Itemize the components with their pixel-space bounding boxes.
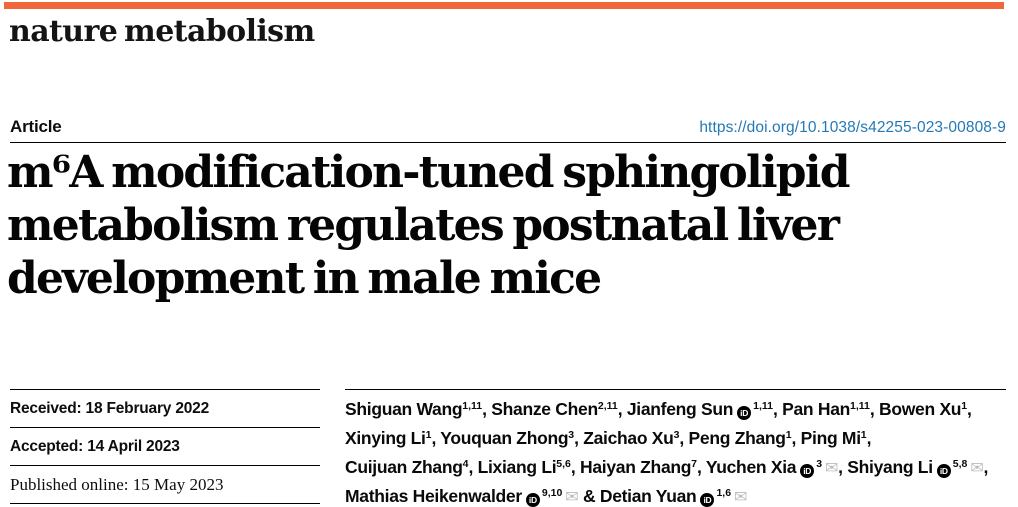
orcid-icon[interactable]: iD xyxy=(525,493,540,507)
header-rule xyxy=(10,142,1006,143)
title-line-1: m⁶A modification-tuned sphingolipid xyxy=(7,147,850,198)
author-name: Shiyang Li xyxy=(847,457,933,477)
affiliation-superscript: 5,8 xyxy=(952,458,968,471)
affiliation-superscript: 1,6 xyxy=(716,487,732,500)
journal-logo: nature metabolism xyxy=(9,14,315,49)
author-name: Bowen Xu xyxy=(879,399,962,419)
author-name: Pan Han xyxy=(782,399,851,419)
author-name: Zaichao Xu xyxy=(583,428,674,448)
affiliation-superscript: 9,10 xyxy=(541,487,563,500)
doi-link[interactable]: https://doi.org/10.1038/s42255-023-00808… xyxy=(699,119,1006,136)
affiliation-superscript: 5,6 xyxy=(556,458,571,471)
orcid-icon[interactable]: iD xyxy=(936,464,951,478)
author-name: Xinying Li xyxy=(345,428,426,448)
affiliation-superscript: 1,11 xyxy=(850,400,870,413)
title-line-3: development in male mice xyxy=(7,253,602,304)
orcid-icon[interactable]: iD xyxy=(800,464,815,478)
affiliation-superscript: 1,11 xyxy=(462,400,483,413)
date-row: Accepted: 14 April 2023 xyxy=(10,427,320,465)
author-name: Shanze Chen xyxy=(491,399,598,419)
author-name: Cuijuan Zhang xyxy=(345,457,463,477)
author-name: Yuchen Xia xyxy=(705,457,797,477)
email-icon[interactable]: ✉ xyxy=(970,460,984,477)
author-name: Mathias Heikenwalder xyxy=(345,486,522,506)
article-header-row: Article https://doi.org/10.1038/s42255-0… xyxy=(10,117,1006,137)
author-name: Ping Mi xyxy=(800,428,861,448)
affiliation-superscript: 1 xyxy=(961,400,968,413)
author-name: Lixiang Li xyxy=(477,457,557,477)
date-row: Received: 18 February 2022 xyxy=(10,389,320,427)
email-icon[interactable]: ✉ xyxy=(565,489,579,506)
meta-section: Received: 18 February 2022 Accepted: 14 A… xyxy=(10,389,1006,507)
article-title: m⁶A modification-tuned sphingolipid meta… xyxy=(7,146,850,305)
affiliation-superscript: 1 xyxy=(425,429,432,442)
title-line-2: metabolism regulates postnatal liver xyxy=(7,200,840,251)
authors-panel: Shiguan Wang1,11, Shanze Chen2,11, Jianf… xyxy=(345,389,1006,507)
author-line: Shiguan Wang1,11, Shanze Chen2,11, Jianf… xyxy=(345,399,972,420)
author-line: Xinying Li1, Youquan Zhong3, Zaichao Xu3… xyxy=(345,428,872,448)
dates-panel: Received: 18 February 2022 Accepted: 14 A… xyxy=(10,389,320,507)
author-name: Haiyan Zhang xyxy=(580,457,692,477)
affiliation-superscript: 1 xyxy=(785,429,792,442)
affiliation-superscript: 4 xyxy=(462,458,469,471)
orcid-icon[interactable]: iD xyxy=(737,406,752,420)
brand-accent-bar xyxy=(4,2,1004,9)
orcid-icon[interactable]: iD xyxy=(700,493,715,507)
author-name: Detian Yuan xyxy=(599,486,697,506)
affiliation-superscript: 1,11 xyxy=(753,400,773,413)
affiliation-superscript: 3 xyxy=(816,458,823,471)
author-line: Mathias Heikenwalder iD9,10 ✉ & Detian Yua… xyxy=(345,486,748,507)
author-name: Youquan Zhong xyxy=(440,428,569,448)
email-icon[interactable]: ✉ xyxy=(825,460,839,477)
affiliation-superscript: 3 xyxy=(673,429,680,442)
affiliation-superscript: 2,11 xyxy=(597,400,618,413)
author-line: Cuijuan Zhang4, Lixiang Li5,6, Haiyan Zh… xyxy=(345,457,989,478)
affiliation-superscript: 3 xyxy=(568,429,575,442)
article-type-label: Article xyxy=(10,117,62,136)
affiliation-superscript: 7 xyxy=(691,458,698,471)
date-row: Published online: 15 May 2023 xyxy=(10,465,320,504)
affiliation-superscript: 1 xyxy=(860,429,867,442)
author-name: Peng Zhang xyxy=(688,428,786,448)
author-name: Shiguan Wang xyxy=(345,399,463,419)
author-name: Jianfeng Sun xyxy=(626,399,734,419)
email-icon[interactable]: ✉ xyxy=(734,489,748,506)
